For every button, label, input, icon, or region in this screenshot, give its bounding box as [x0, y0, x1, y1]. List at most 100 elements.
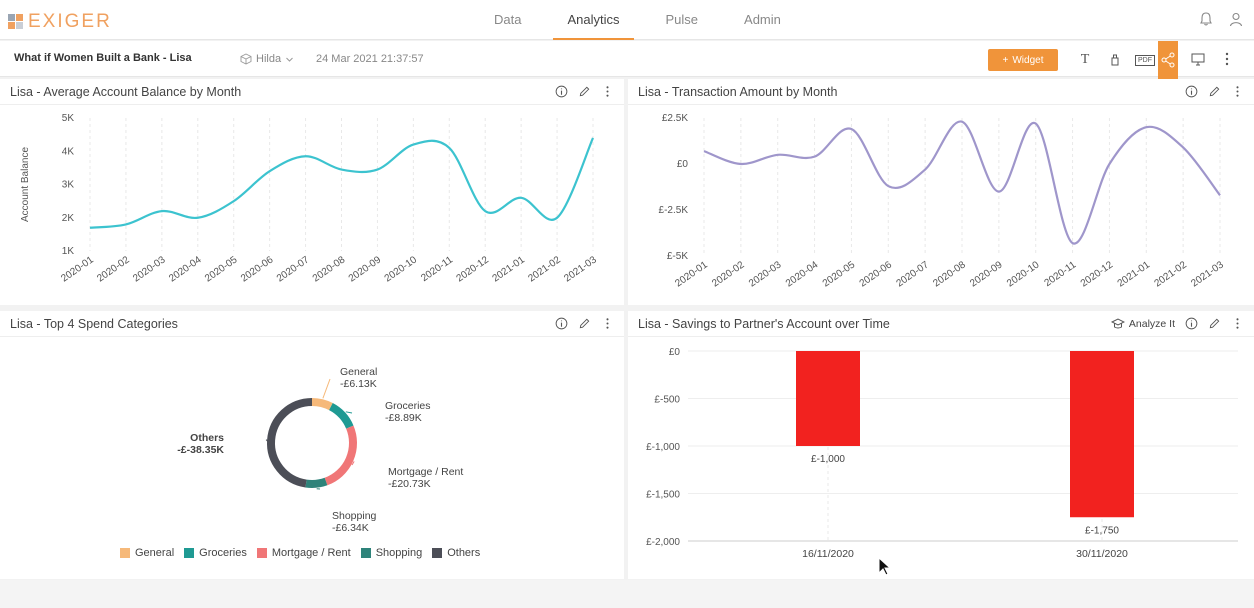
y-tick-label: 2K [62, 213, 75, 224]
slice-value-label: -£20.73K [388, 478, 431, 490]
plus-icon: + [1002, 54, 1009, 66]
x-tick-label: 2021-03 [1189, 259, 1226, 289]
nav-analytics[interactable]: Analytics [553, 0, 634, 40]
legend-swatch [120, 548, 130, 558]
info-icon[interactable] [1185, 317, 1198, 330]
edit-icon[interactable] [1208, 317, 1221, 330]
y-tick-label: £-1,500 [646, 490, 680, 501]
slice-label: Groceries [385, 400, 431, 412]
x-tick-label: 2021-01 [490, 254, 527, 284]
legend-item[interactable]: Others [432, 547, 480, 559]
analyze-it-button[interactable]: Analyze It [1110, 318, 1175, 330]
x-tick-label: 2020-04 [167, 254, 204, 284]
more-icon[interactable] [1231, 85, 1244, 98]
info-icon[interactable] [555, 85, 568, 98]
widget-title: Lisa - Transaction Amount by Month [638, 85, 838, 99]
y-tick-label: 5K [62, 113, 75, 124]
widget-header-divider [0, 104, 624, 105]
slice-value-label: -£6.34K [332, 522, 369, 534]
x-tick-label: 2020-11 [419, 254, 455, 284]
slice-value-label: -£-38.35K [177, 444, 224, 456]
legend-label: Shopping [375, 547, 423, 559]
legend-item[interactable]: Mortgage / Rent [256, 547, 351, 559]
x-tick-label: 2020-10 [1005, 259, 1042, 289]
x-tick-label: 2020-06 [858, 259, 895, 289]
slice-leader-line [265, 439, 272, 446]
widget-header-divider [628, 104, 1254, 105]
x-tick-label: 2020-09 [968, 259, 1005, 289]
legend-item[interactable]: General [120, 547, 174, 559]
y-tick-label: £-5K [667, 251, 688, 262]
series-line [703, 120, 1221, 245]
widget-title: Lisa - Top 4 Spend Categories [10, 317, 178, 331]
slice-leader-line [322, 378, 331, 399]
nav-admin[interactable]: Admin [744, 12, 781, 27]
page-footer-area [0, 580, 1254, 608]
savings-bar-chart: £-2,000 £-1,500 £-1,000 £-500 £0 £-1,000 16/11… [646, 347, 1238, 560]
legend-item[interactable]: Groceries [184, 547, 247, 559]
filter-icon[interactable] [1100, 50, 1130, 70]
dashboard-title: What if Women Built a Bank - Lisa [14, 52, 192, 64]
add-widget-button[interactable]: + Widget [988, 49, 1058, 71]
widget-spend-categories: Lisa - Top 4 Spend Categories General -£6… [0, 311, 624, 579]
legend-swatch [432, 548, 443, 558]
share-button[interactable] [1158, 41, 1178, 79]
transaction-line-chart: 2020-01 2020-02 2020-03 2020-04 2020-05 2020-… [659, 113, 1227, 290]
x-tick-label: 2020-08 [311, 254, 348, 284]
nav-pulse[interactable]: Pulse [665, 12, 699, 27]
main-nav: Data Analytics Pulse Admin [480, 0, 813, 40]
logo-mark-icon [8, 14, 24, 30]
x-tick-label: 2020-04 [784, 259, 821, 289]
slice-label: Mortgage / Rent [388, 466, 463, 478]
owner-selector[interactable]: Hilda [240, 53, 294, 65]
y-tick-label: £0 [677, 159, 689, 170]
slice-leader-line [351, 461, 355, 466]
edit-icon[interactable] [578, 85, 591, 98]
dashboard-toolbar: What if Women Built a Bank - Lisa Hilda … [0, 41, 1254, 79]
x-tick-label: 2020-03 [131, 254, 168, 284]
nav-data[interactable]: Data [494, 12, 522, 27]
info-icon[interactable] [555, 317, 568, 330]
donut-slice [328, 403, 354, 429]
y-axis-label: Account Balance [20, 147, 31, 222]
x-tick-label: 2021-01 [1116, 259, 1153, 289]
more-icon[interactable] [1231, 317, 1244, 330]
legend-label: Mortgage / Rent [271, 547, 351, 559]
x-tick-label: 2020-09 [347, 254, 384, 284]
legend-label: Groceries [199, 547, 247, 559]
bar [1070, 351, 1134, 518]
bar-value-label: £-1,750 [1085, 525, 1119, 536]
logo[interactable]: EXIGER [8, 11, 112, 33]
x-tick-label: 2021-03 [562, 254, 599, 284]
cube-icon [240, 53, 252, 65]
pdf-export-icon[interactable]: PDF [1130, 50, 1160, 70]
widget-header-divider [0, 336, 624, 337]
x-tick-label: 2020-01 [59, 254, 96, 284]
legend-swatch [184, 548, 195, 558]
text-icon[interactable]: T [1080, 52, 1090, 67]
brand-name: EXIGER [28, 11, 112, 32]
more-icon[interactable] [601, 317, 614, 330]
last-updated-timestamp: 24 Mar 2021 21:37:57 [316, 53, 424, 65]
info-icon[interactable] [1185, 85, 1198, 98]
x-tick-label: 2020-11 [1043, 259, 1079, 289]
edit-icon[interactable] [1208, 85, 1221, 98]
x-tick-label: 30/11/2020 [1076, 548, 1128, 560]
edit-icon[interactable] [578, 317, 591, 330]
bell-icon[interactable] [1198, 11, 1214, 27]
x-tick-label: 2020-07 [275, 254, 312, 284]
user-icon[interactable] [1228, 11, 1244, 27]
widget-average-balance: Lisa - Average Account Balance by Month … [0, 79, 624, 305]
x-tick-label: 16/11/2020 [802, 548, 854, 560]
legend-item[interactable]: Shopping [360, 547, 423, 559]
x-tick-label: 2020-06 [239, 254, 276, 284]
widget-button-label: Widget [1012, 54, 1044, 66]
more-icon[interactable] [601, 85, 614, 98]
x-tick-label: 2020-10 [383, 254, 420, 284]
slice-value-label: -£6.13K [340, 378, 377, 390]
x-tick-label: 2020-03 [747, 259, 784, 289]
y-tick-label: 3K [62, 180, 75, 191]
monitor-icon[interactable] [1190, 51, 1206, 72]
slice-label: Others [190, 432, 224, 444]
more-options-icon[interactable] [1222, 51, 1232, 72]
